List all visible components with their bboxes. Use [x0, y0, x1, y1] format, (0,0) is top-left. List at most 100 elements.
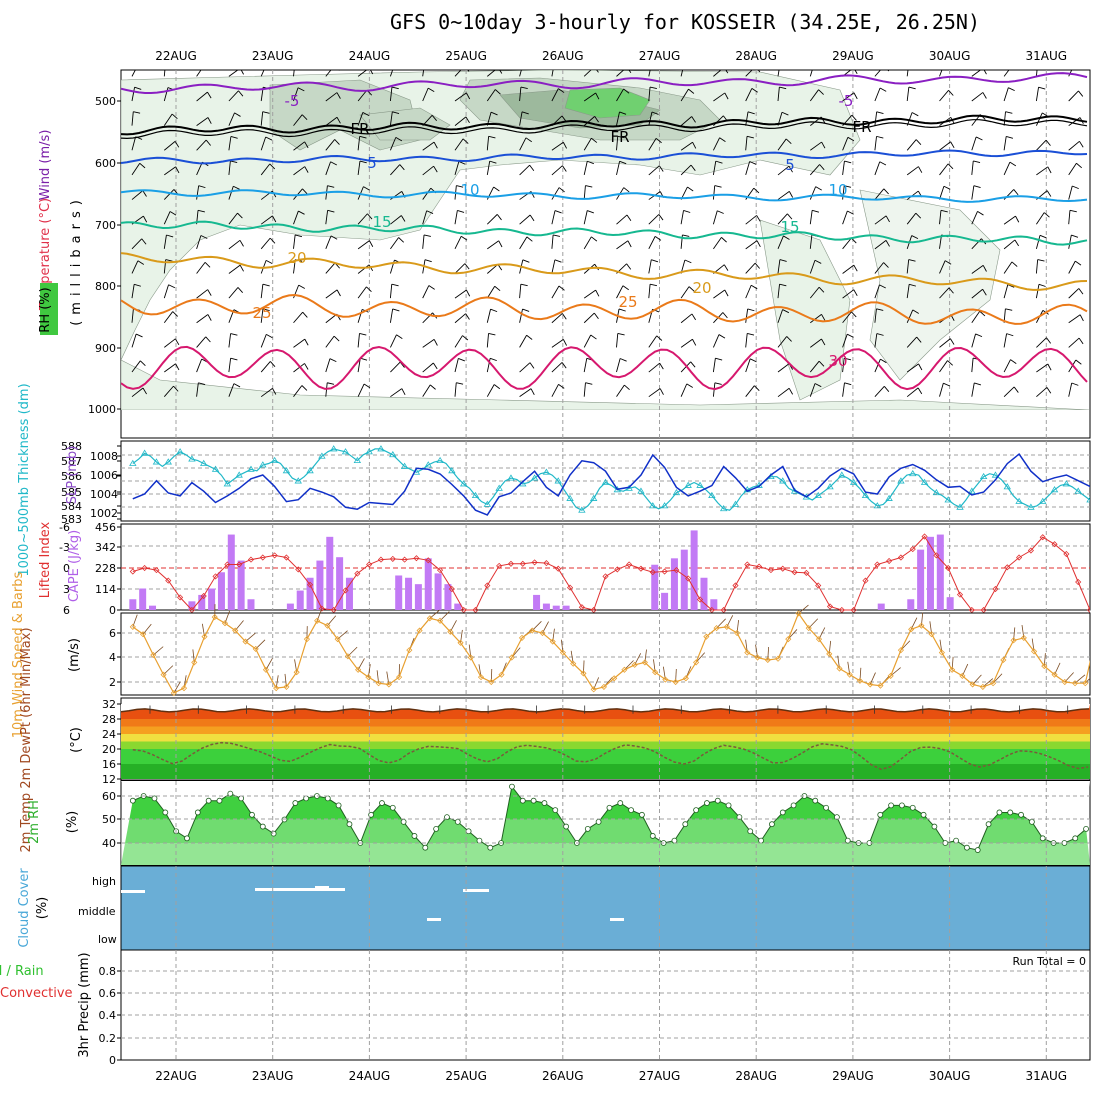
- precip-label: 3hr Precip (mm): [77, 952, 92, 1057]
- wind-barb: [874, 358, 881, 373]
- wind-barb: [551, 362, 563, 373]
- wind-barb: [422, 187, 432, 200]
- wind-barb: [1068, 162, 1077, 176]
- wind-barb: [422, 210, 428, 225]
- wind-barb: [1068, 117, 1081, 127]
- thickness-point: [814, 491, 822, 499]
- wind-barb: [583, 185, 586, 200]
- wind-barb: [745, 333, 748, 348]
- wind-barb: [196, 185, 200, 200]
- wind-barb-flag: [521, 111, 529, 115]
- wind-barb: [971, 211, 978, 225]
- rh2m-unit: (%): [65, 811, 80, 834]
- y-tick-label: 3: [63, 583, 70, 596]
- cape-bar: [562, 605, 570, 610]
- wind-barb: [357, 89, 368, 102]
- wind-barb: [874, 240, 887, 250]
- wind-barb: [874, 386, 885, 397]
- thickness-point: [459, 480, 468, 487]
- wind-barb: [906, 70, 909, 77]
- wind-barb: [486, 384, 495, 397]
- wind-barb-flag: [753, 187, 760, 194]
- date-label-bottom: 30AUG: [929, 1069, 971, 1083]
- wind-barb-flag: [174, 338, 180, 346]
- wind-barb: [551, 88, 559, 102]
- thickness-point: [188, 455, 196, 462]
- wind-barb-flag: [944, 260, 952, 265]
- contour-line-20: [121, 252, 1088, 291]
- thickness-point: [259, 461, 267, 468]
- contour-label: 15: [780, 218, 799, 236]
- wind-barb-flag: [821, 141, 826, 149]
- wind-barb-flag: [627, 240, 632, 248]
- wind-barb: [971, 382, 975, 397]
- cape-bar: [661, 592, 669, 610]
- wind-speed-point: [1071, 680, 1079, 687]
- wind-barb-flag: [359, 160, 367, 164]
- wind-barb: [551, 285, 560, 299]
- rh-mid-overlay: [121, 819, 1090, 865]
- wind-barb-flag: [911, 112, 919, 117]
- wind-barb-flag: [656, 335, 663, 341]
- wind-barb-flag: [525, 137, 532, 143]
- wind-barb-flag: [526, 236, 533, 242]
- wind-barb: [163, 284, 169, 299]
- wind-barb-flag: [327, 382, 335, 385]
- y-tick-label: 0.6: [99, 987, 117, 1000]
- wind-barb: [486, 333, 489, 348]
- contour-line--5: [121, 72, 1088, 94]
- thickness-point: [566, 494, 574, 501]
- wind-barb: [260, 334, 267, 348]
- wind-barb-flag: [1005, 111, 1013, 114]
- wind-barb-flag: [649, 86, 657, 89]
- wind-barb-flag: [591, 236, 598, 242]
- temp2m-label: 2m Temp 2m DewPt (6hr Min/Max): [19, 627, 34, 852]
- wind-barb: [486, 89, 496, 102]
- date-label-bottom: 28AUG: [735, 1069, 777, 1083]
- cloud-mark: [121, 890, 145, 893]
- wind-barb: [583, 236, 592, 250]
- wind-barb-flag: [171, 113, 178, 120]
- wind-barb-flag: [721, 237, 727, 243]
- y-tick-label: 28: [102, 713, 116, 726]
- wind-barb: [390, 237, 399, 250]
- precip-conv-label: Convective: [0, 986, 73, 1001]
- wind-barb: [422, 70, 425, 77]
- wind-barb: [196, 235, 202, 249]
- wind-barb-flag: [879, 87, 887, 92]
- wind-barb-flag: [432, 362, 438, 370]
- li-point: [165, 577, 172, 584]
- thickness-point: [873, 502, 881, 509]
- wind-barb: [777, 259, 781, 274]
- wind-barb: [293, 259, 296, 274]
- y-tick-label: 700: [95, 219, 116, 232]
- wind-barb: [971, 358, 974, 373]
- wind-barb-flag: [1047, 166, 1052, 174]
- wind-speed-point: [426, 615, 433, 622]
- wind-speed-point: [856, 677, 864, 684]
- thickness-point: [164, 458, 172, 465]
- wind-barb: [616, 333, 619, 348]
- wind-barb-flag: [756, 215, 761, 222]
- thickness-point: [1074, 487, 1082, 494]
- wind-barb: [486, 161, 491, 175]
- y-tick-label: 2: [109, 676, 116, 689]
- rh-shading: [121, 70, 1090, 410]
- wind-speed-point: [918, 622, 925, 629]
- thickness-point: [979, 472, 988, 480]
- wind-barb-flag: [944, 63, 950, 66]
- y-tick-label: 585: [61, 486, 82, 499]
- wind-barb-flag: [911, 235, 919, 240]
- li-point: [685, 575, 692, 582]
- rh-point: [509, 783, 515, 790]
- wind-barb-flag: [788, 191, 794, 198]
- y-tick-label: 900: [95, 342, 116, 355]
- wind-barb-flag: [523, 63, 529, 66]
- y-tick-label: 586: [61, 470, 82, 483]
- wind-barb: [906, 363, 919, 373]
- wind-speed-point: [662, 676, 669, 683]
- wind-barb: [1068, 314, 1081, 324]
- wind-barb: [906, 166, 919, 176]
- cape-bar: [444, 584, 452, 610]
- thickness-point: [176, 448, 184, 455]
